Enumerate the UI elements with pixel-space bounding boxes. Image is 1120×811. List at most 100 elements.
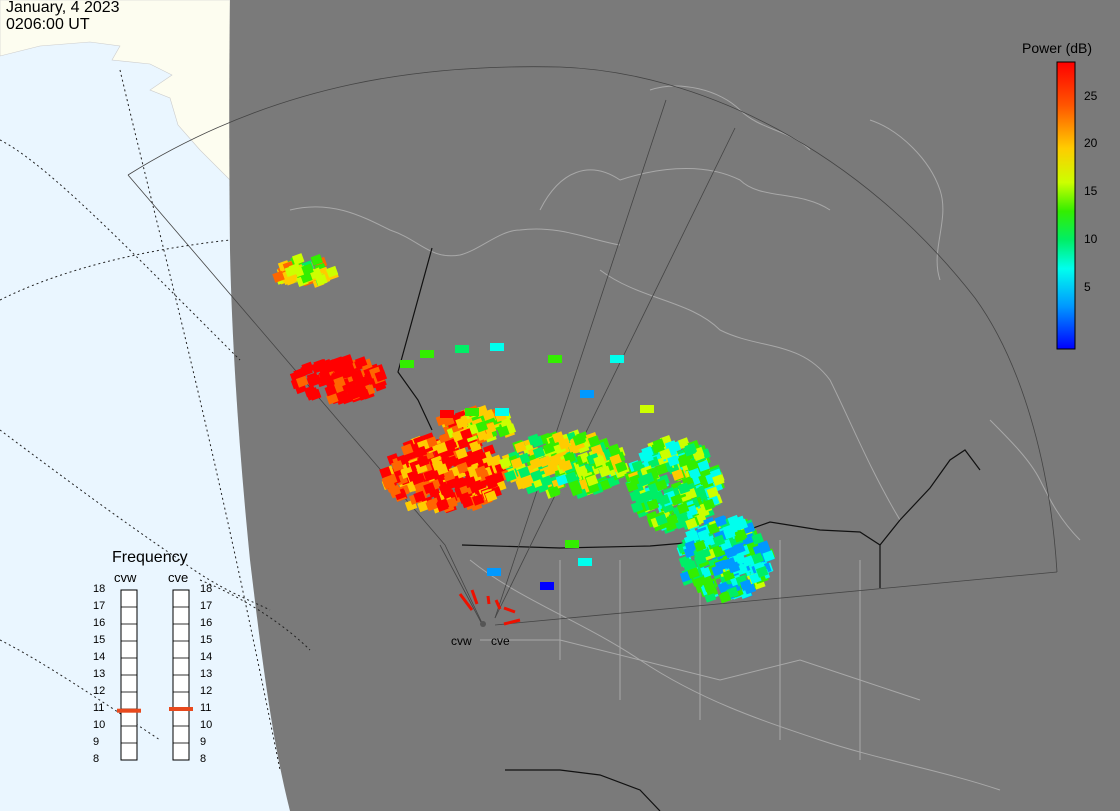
echo-cell — [655, 513, 668, 526]
echo-cell — [637, 475, 651, 487]
echo-cell — [741, 555, 755, 568]
echo-cell — [732, 542, 746, 555]
echo-cell — [693, 486, 707, 498]
echo-cell — [414, 445, 428, 458]
echo-cell — [590, 444, 604, 457]
echo-cell — [464, 476, 477, 489]
echo-cell — [400, 443, 414, 456]
echo-cell — [475, 420, 488, 433]
frequency-title: Frequency — [112, 549, 188, 566]
echo-cell — [587, 435, 601, 448]
echo-cell — [324, 361, 337, 374]
frequency-tick-16: 16 — [200, 617, 213, 629]
echo-cell — [687, 567, 700, 580]
echo-cell — [413, 490, 426, 503]
graticule — [0, 69, 311, 771]
radar-fov — [127, 66, 1058, 627]
echo-cell — [301, 263, 314, 276]
echo-cell — [338, 357, 351, 370]
echo-cell — [354, 356, 368, 369]
echo-cell — [460, 428, 473, 441]
echo-cell — [435, 463, 449, 476]
echo-cell — [565, 540, 579, 548]
frequency-tick-14: 14 — [200, 651, 213, 663]
echo-cell — [410, 473, 424, 486]
echo-cell — [272, 270, 285, 283]
echo-cell — [751, 532, 764, 545]
echo-cell — [712, 474, 725, 487]
colorbar-tick-25: 25 — [1084, 89, 1098, 103]
echo-cell — [723, 527, 736, 540]
echo-cell — [551, 431, 565, 444]
echo-cell — [374, 370, 388, 382]
echo-cell — [529, 457, 542, 470]
echo-cell — [727, 561, 741, 574]
echo-cell — [340, 392, 354, 405]
echo-cell — [514, 441, 527, 454]
echo-cell — [547, 486, 561, 498]
frequency-tick-9: 9 — [93, 736, 100, 748]
frequency-tick-10: 10 — [93, 719, 106, 731]
echo-cell — [677, 482, 691, 495]
echo-cell — [657, 494, 671, 506]
echo-cell — [291, 253, 305, 265]
echo-cell — [456, 461, 469, 474]
echo-cell — [517, 466, 531, 479]
beam-indicator — [503, 618, 521, 626]
echo-cell — [474, 465, 488, 478]
echo-cell — [578, 558, 592, 566]
echo-cell — [344, 380, 358, 393]
site-label-cve: cve — [491, 634, 510, 648]
echo-cell — [539, 455, 552, 468]
echo-cell — [762, 550, 775, 563]
echo-cell — [697, 459, 710, 472]
echo-cell — [609, 453, 622, 466]
echo-cell — [540, 582, 554, 590]
frequency-indicator-cvw — [117, 708, 141, 713]
echo-cell — [607, 443, 621, 456]
echo-cell — [489, 454, 503, 467]
echo-cell — [504, 470, 517, 482]
colorbar-tick-10: 10 — [1084, 232, 1098, 246]
frequency-tick-17: 17 — [93, 600, 106, 612]
frequency-tick-16: 16 — [93, 617, 106, 629]
echo-cell — [585, 474, 599, 487]
echo-cell — [610, 355, 624, 363]
echo-cell — [333, 376, 346, 389]
echo-cell — [465, 408, 479, 416]
echo-cell — [629, 489, 642, 502]
frequency-tick-12: 12 — [200, 685, 213, 697]
echo-cell — [593, 455, 606, 468]
frequency-panel — [117, 589, 193, 761]
echo-cell — [455, 447, 468, 460]
echo-cell — [718, 591, 732, 604]
echo-cell — [711, 564, 724, 577]
echo-cell — [519, 477, 533, 490]
echo-cell — [444, 438, 458, 451]
colorbar-title: Power (dB) — [1022, 40, 1093, 56]
echo-cell — [573, 432, 587, 445]
echo-cell — [548, 355, 562, 363]
time-label: 0206:00 UT — [6, 16, 90, 33]
echo-cell — [440, 410, 454, 418]
frequency-tick-12: 12 — [93, 685, 106, 697]
echo-cell — [560, 459, 573, 472]
echo-cell — [563, 451, 576, 464]
echo-cell — [315, 274, 328, 286]
echo-cell — [442, 469, 456, 482]
echo-cell — [641, 451, 654, 464]
echo-cell — [309, 374, 322, 387]
echo-cell — [438, 483, 452, 496]
echo-cell — [703, 580, 716, 592]
echo-cell — [751, 552, 764, 565]
echo-cell — [676, 511, 689, 524]
echo-cell — [482, 408, 495, 421]
echo-cell — [540, 475, 553, 488]
beam-indicator — [503, 606, 516, 614]
beam-indicator — [458, 593, 474, 611]
radar-name-cvw: cvw — [114, 570, 137, 585]
echo-cell — [455, 416, 468, 429]
beam-indicator — [486, 595, 491, 605]
echo-cell — [510, 457, 523, 470]
